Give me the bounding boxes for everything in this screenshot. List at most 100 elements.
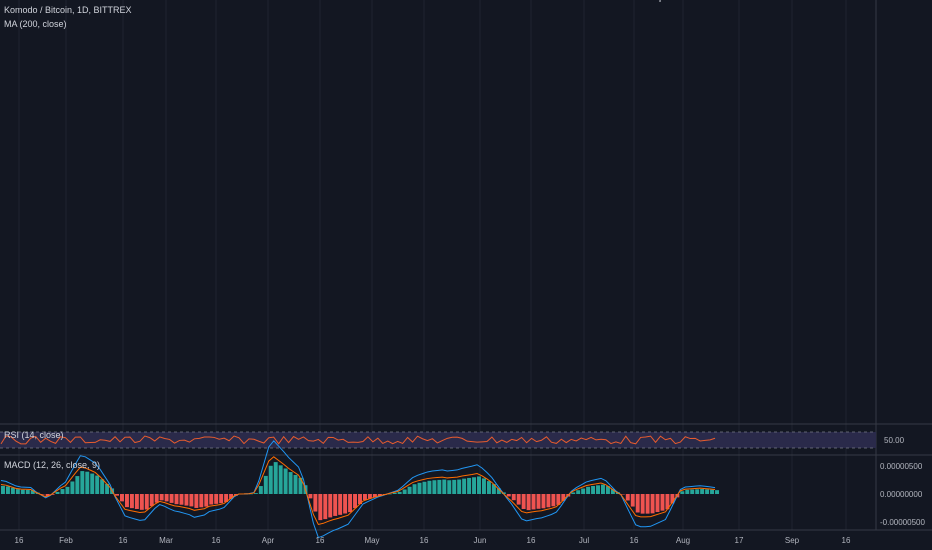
macd-hist-bar: [164, 494, 169, 502]
macd-hist-bar: [367, 494, 372, 499]
macd-hist-bar: [546, 494, 551, 508]
macd-hist-bar: [144, 494, 149, 510]
time-tick-label: Aug: [676, 536, 690, 545]
time-tick-label: Feb: [59, 536, 73, 545]
macd-hist-bar: [526, 494, 531, 511]
macd-hist-bar: [268, 465, 273, 494]
time-tick-label: 16: [212, 536, 221, 545]
macd-hist-bar: [95, 475, 100, 494]
macd-hist-bar: [457, 479, 462, 494]
macd-hist-bar: [353, 494, 358, 509]
time-tick-label: 16: [630, 536, 639, 545]
macd-hist-bar: [452, 479, 457, 494]
macd-hist-bar: [343, 494, 348, 514]
macd-hist-bar: [596, 485, 600, 494]
macd-hist-bar: [486, 481, 491, 494]
macd-hist-bar: [422, 481, 427, 494]
macd-hist-bar: [318, 494, 323, 521]
macd-hist-bar: [204, 494, 209, 507]
macd-hist-bar: [392, 492, 397, 494]
time-tick-label: 16: [420, 536, 429, 545]
macd-hist-bar: [442, 479, 447, 494]
macd-hist-bar: [199, 494, 204, 508]
macd-hist-bar: [328, 494, 333, 518]
time-tick-label: May: [364, 536, 379, 545]
macd-hist-bar: [397, 491, 402, 494]
macd-hist-bar: [695, 489, 700, 494]
macd-hist-bar: [338, 494, 343, 515]
macd-hist-bar: [496, 488, 501, 494]
macd-hist-bar: [467, 477, 472, 494]
macd-hist-bar: [124, 494, 129, 508]
macd-hist-bar: [70, 481, 75, 494]
macd-hist-bar: [283, 468, 288, 494]
macd-hist-bar: [30, 490, 35, 494]
macd-hist-bar: [635, 494, 640, 513]
macd-hist-bar: [253, 493, 258, 494]
macd-hist-bar: [685, 489, 690, 494]
macd-hist-bar: [154, 494, 159, 503]
macd-hist-bar: [625, 494, 630, 501]
macd-hist-bar: [278, 465, 283, 494]
macd-hist-bar: [531, 494, 536, 510]
macd-tick-label: -0.00000500: [880, 518, 925, 527]
macd-hist-bar: [670, 494, 675, 504]
macd-hist-bar: [194, 494, 199, 508]
macd-hist-bar: [447, 480, 452, 494]
macd-hist-bar: [516, 494, 521, 505]
macd-legend: MACD (12, 26, close, 9): [4, 460, 101, 470]
macd-hist-bar: [333, 494, 338, 516]
macd-hist-bar: [680, 491, 685, 494]
macd-hist-bar: [472, 477, 477, 494]
macd-hist-bar: [561, 494, 566, 501]
macd-hist-bar: [362, 494, 367, 501]
macd-hist-bar: [288, 472, 293, 494]
macd-hist-bar: [660, 494, 665, 511]
macd-hist-bar: [15, 489, 20, 494]
macd-tick-label: 0.00000000: [880, 490, 923, 499]
macd-hist-bar: [209, 494, 214, 505]
macd-hist-bar: [506, 494, 511, 497]
macd-hist-bar: [100, 479, 105, 494]
macd-hist-bar: [60, 489, 65, 494]
time-tick-label: 16: [316, 536, 325, 545]
macd-hist-bar: [85, 471, 90, 494]
macd-hist-bar: [50, 494, 55, 495]
macd-hist-bar: [1, 485, 5, 494]
macd-hist-bar: [248, 493, 253, 495]
trend-line: [659, 0, 661, 3]
rsi-legend: RSI (14, close): [4, 430, 64, 440]
macd-hist-bar: [40, 494, 45, 495]
macd-hist-bar: [372, 494, 377, 498]
macd-hist-bar: [481, 478, 486, 494]
macd-hist-bar: [214, 494, 219, 504]
macd-hist-bar: [293, 474, 298, 494]
macd-hist-bar: [417, 482, 422, 494]
time-tick-label: 16: [842, 536, 851, 545]
macd-hist-bar: [120, 494, 124, 502]
macd-hist-bar: [600, 484, 605, 494]
macd-hist-bar: [710, 489, 715, 494]
macd-hist-bar: [377, 494, 382, 496]
chart-title: Komodo / Bitcoin, 1D, BITTREX: [4, 5, 132, 15]
macd-hist-bar: [348, 494, 353, 513]
macd-hist-bar: [462, 478, 467, 494]
macd-hist-bar: [605, 486, 610, 494]
macd-line: [0, 440, 716, 539]
macd-hist-bar: [358, 494, 362, 505]
macd-hist-bar: [571, 492, 576, 494]
macd-hist-bar: [402, 489, 407, 494]
time-tick-label: 17: [735, 536, 744, 545]
macd-hist-bar: [630, 494, 635, 507]
macd-hist-bar: [700, 489, 705, 494]
rsi-tick-label: 50.00: [884, 436, 905, 445]
macd-hist-bar: [75, 476, 80, 494]
macd-hist-bar: [640, 494, 645, 514]
macd-hist-bar: [10, 487, 15, 494]
macd-hist-bar: [189, 494, 194, 507]
time-tick-label: Jun: [474, 536, 487, 545]
macd-hist-bar: [581, 488, 586, 494]
macd-hist-bar: [655, 494, 660, 513]
macd-hist-bar: [159, 494, 164, 501]
macd-hist-bar: [273, 462, 278, 494]
